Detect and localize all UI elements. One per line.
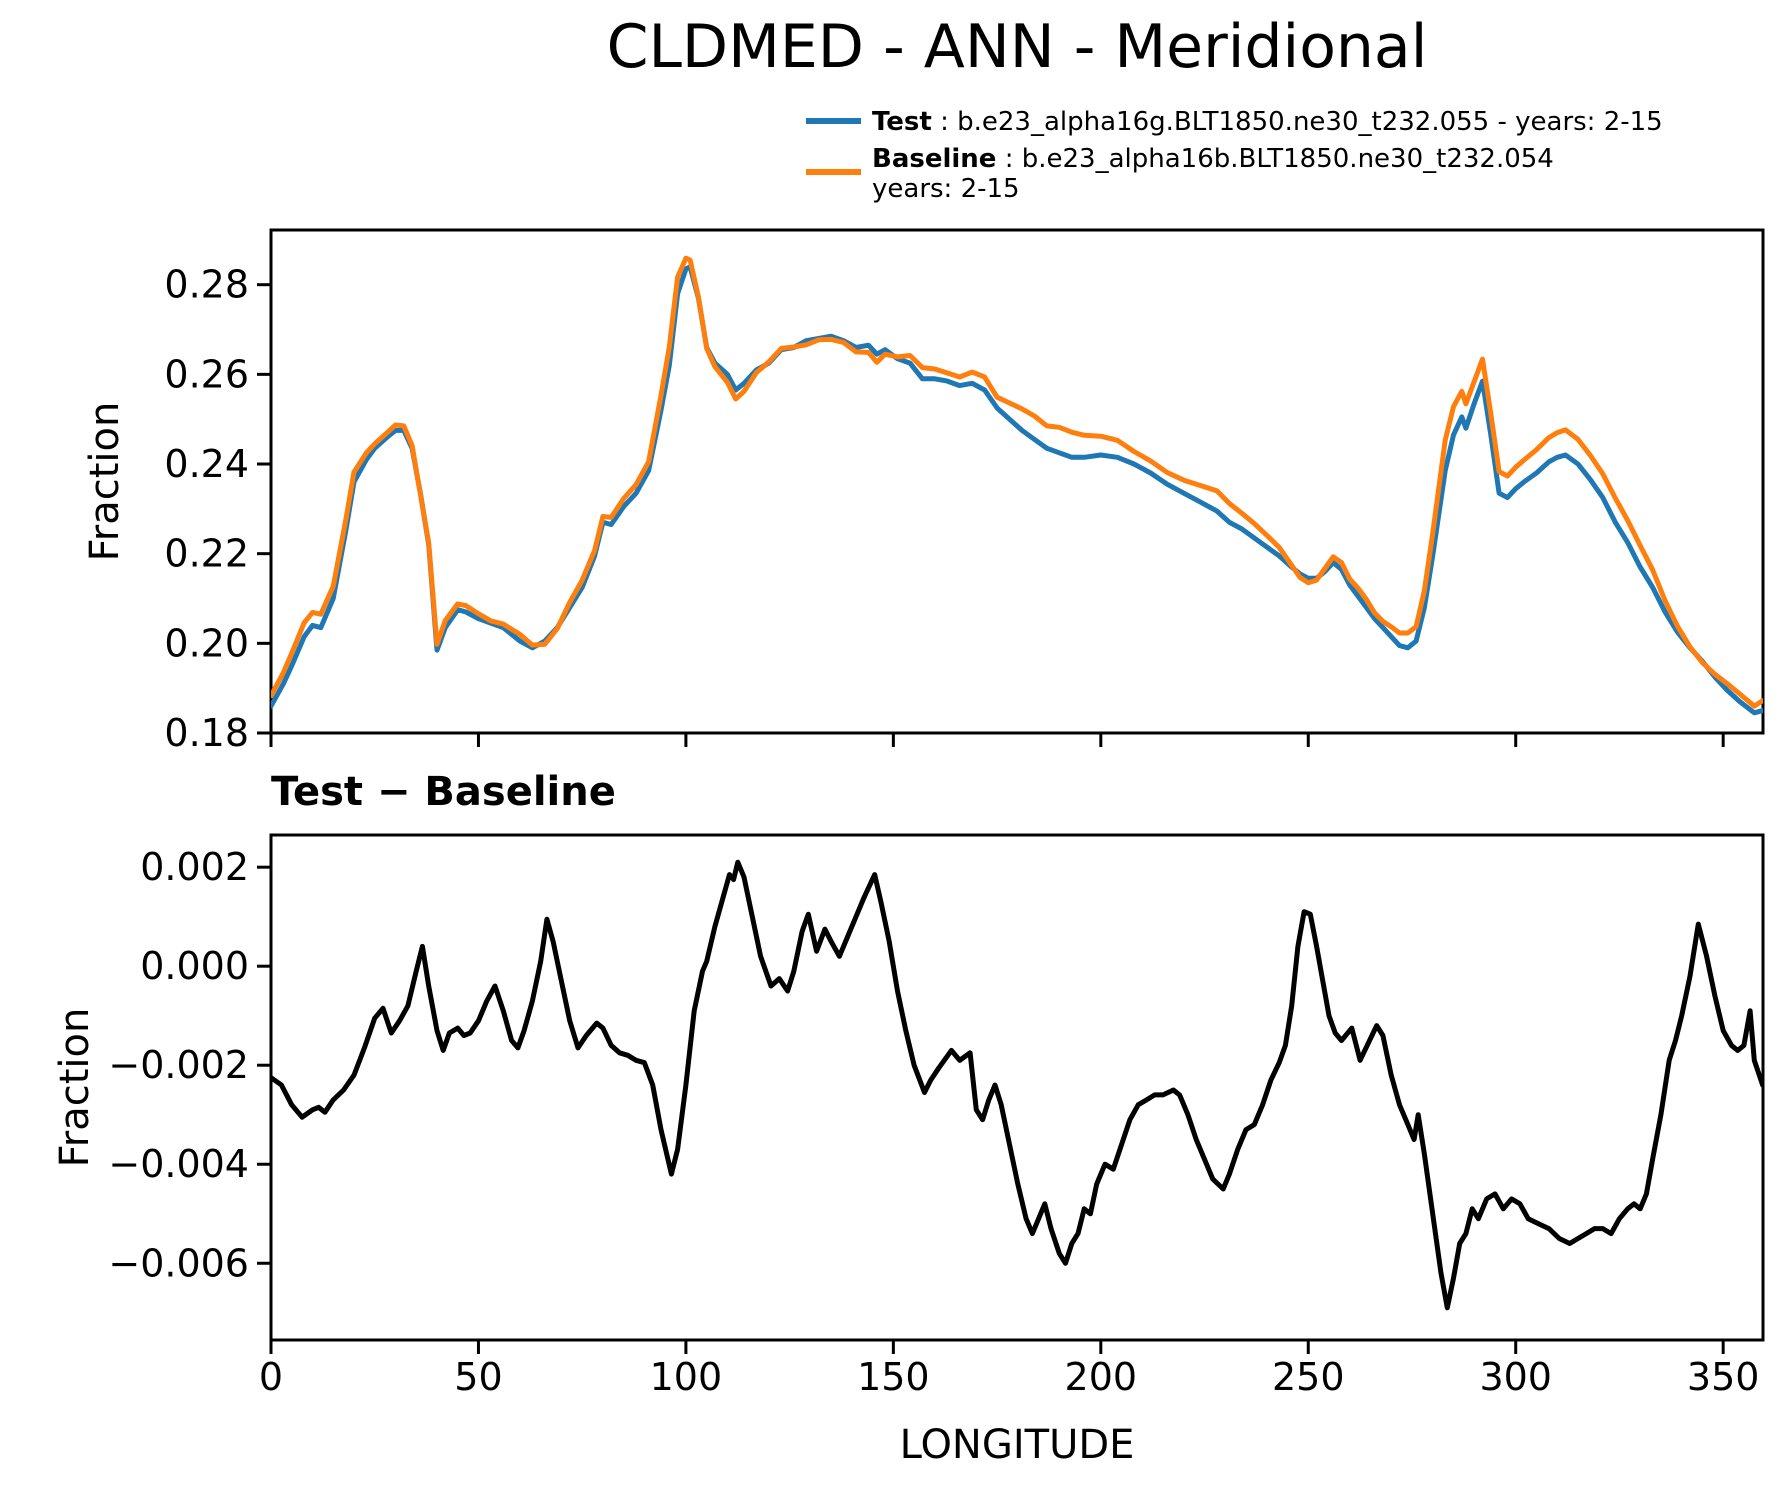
x-tick-label: 150 bbox=[857, 1355, 930, 1399]
top-ylabel: Fraction bbox=[82, 402, 128, 562]
top-panel: 0.18 0.20 0.22 0.24 0.26 0.28 bbox=[164, 228, 1765, 755]
series-line-test bbox=[271, 264, 1763, 716]
legend-baseline-desc2: years: 2-15 bbox=[872, 174, 1020, 204]
x-tick-label: 300 bbox=[1479, 1355, 1552, 1399]
y-tick-label: −0.002 bbox=[108, 1043, 249, 1087]
y-tick-label: 0.18 bbox=[164, 711, 249, 755]
axes-spines bbox=[269, 833, 1765, 1342]
legend-baseline-name: Baseline bbox=[872, 144, 996, 174]
y-tick-label: 0.26 bbox=[164, 352, 249, 396]
y-tick-label: 0.002 bbox=[140, 845, 249, 889]
legend-test-name: Test bbox=[872, 107, 932, 137]
y-tick-label: −0.006 bbox=[108, 1241, 249, 1285]
x-tick-label: 50 bbox=[454, 1355, 502, 1399]
series-line-baseline bbox=[271, 255, 1763, 709]
y-tick-label: 0.000 bbox=[140, 944, 249, 988]
y-tick-label: 0.20 bbox=[164, 621, 249, 665]
legend-test-desc: : b.e23_alpha16g.BLT1850.ne30_t232.055 -… bbox=[932, 107, 1663, 137]
y-tick-label: 0.22 bbox=[164, 532, 249, 576]
y-tick-label: 0.24 bbox=[164, 442, 249, 486]
x-tick-label: 250 bbox=[1272, 1355, 1345, 1399]
axes-spines bbox=[269, 228, 1765, 735]
x-tick-label: 200 bbox=[1065, 1355, 1138, 1399]
legend: Test : b.e23_alpha16g.BLT1850.ne30_t232.… bbox=[806, 107, 1663, 204]
legend-baseline-desc: : b.e23_alpha16b.BLT1850.ne30_t232.054 bbox=[996, 144, 1553, 174]
x-axis-label: LONGITUDE bbox=[900, 1422, 1135, 1468]
legend-baseline-label: Baseline : b.e23_alpha16b.BLT1850.ne30_t… bbox=[872, 144, 1554, 174]
y-tick-label: 0.28 bbox=[164, 263, 249, 307]
x-tick-label: 100 bbox=[650, 1355, 723, 1399]
bottom-ylabel: Fraction bbox=[52, 1008, 98, 1168]
bottom-panel: 0 50 100 150 200 250 300 350 0.002 0.000 −0.002 −0.… bbox=[108, 833, 1765, 1399]
x-tick-label: 0 bbox=[259, 1355, 283, 1399]
series-line-test-baseline bbox=[271, 859, 1763, 1311]
page-title: CLDMED - ANN - Meridional bbox=[607, 12, 1428, 82]
y-tick-label: −0.004 bbox=[108, 1142, 249, 1186]
diff-panel-title: Test − Baseline bbox=[271, 769, 616, 815]
x-tick-label: 350 bbox=[1687, 1355, 1760, 1399]
legend-test-label: Test : b.e23_alpha16g.BLT1850.ne30_t232.… bbox=[872, 107, 1663, 137]
